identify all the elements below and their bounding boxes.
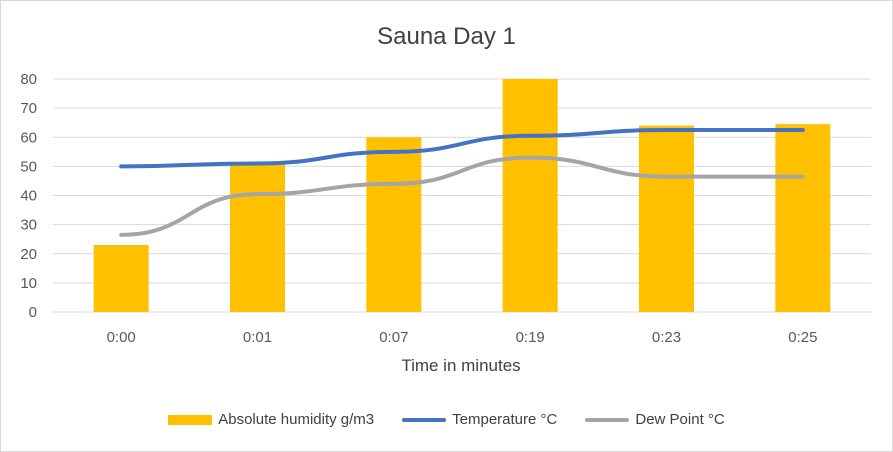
bar-humidity	[230, 163, 285, 312]
y-tick-label: 30	[20, 217, 37, 234]
legend-swatch-temperature	[402, 417, 447, 422]
bar-humidity	[366, 137, 422, 312]
line-temperature	[119, 127, 805, 169]
y-tick-label: 20	[20, 246, 37, 263]
legend-item-temperature: Temperature °C	[402, 411, 557, 428]
y-tick-label: 50	[20, 158, 37, 175]
legend-swatch-humidity	[168, 414, 213, 425]
legend-item-humidity: Absolute humidity g/m3	[168, 411, 374, 428]
chart-legend: Absolute humidity g/m3 Temperature °C De…	[1, 411, 892, 428]
x-tick-label: 0:25	[788, 329, 817, 346]
y-tick-label: 40	[20, 188, 37, 205]
line-dew-point	[119, 155, 805, 237]
y-tick-label: 60	[20, 129, 37, 146]
x-axis-title: Time in minutes	[401, 356, 521, 375]
legend-label-temperature: Temperature °C	[452, 411, 558, 428]
chart-title: Sauna Day 1	[377, 23, 516, 50]
y-tick-label: 10	[20, 275, 37, 292]
x-tick-label: 0:01	[243, 329, 272, 346]
y-tick-label: 70	[20, 100, 37, 117]
x-tick-label: 0:23	[652, 329, 681, 346]
legend-item-dew-point: Dew Point °C	[585, 411, 725, 428]
bar-humidity	[93, 245, 149, 312]
bar-humidity	[775, 124, 831, 312]
x-tick-label: 0:19	[516, 329, 545, 346]
x-tick-label: 0:00	[107, 329, 136, 346]
legend-swatch-dew-point	[585, 417, 630, 422]
legend-label-humidity: Absolute humidity g/m3	[218, 411, 375, 428]
y-tick-label: 0	[29, 304, 37, 321]
bar-humidity	[639, 125, 694, 312]
bar-humidity	[502, 79, 558, 312]
x-tick-label: 0:07	[379, 329, 408, 346]
y-tick-label: 80	[20, 71, 37, 88]
legend-label-dew-point: Dew Point °C	[635, 411, 725, 428]
